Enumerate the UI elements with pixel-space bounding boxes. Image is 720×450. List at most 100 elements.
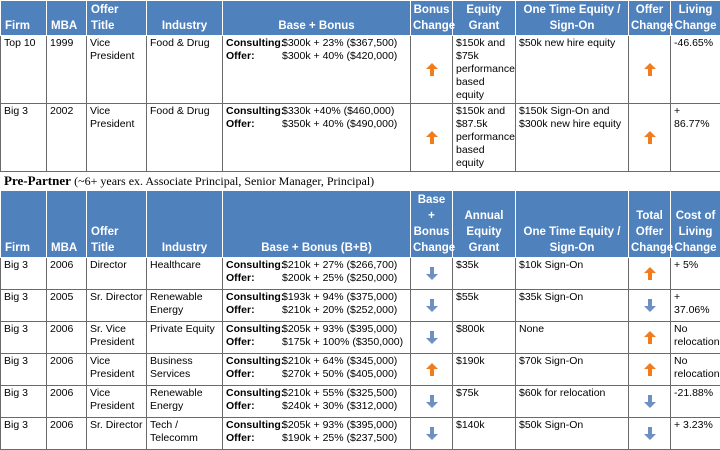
cell-bonus-change	[411, 386, 453, 418]
cell-bonus-change	[411, 104, 453, 172]
cell-bonus-change	[411, 258, 453, 290]
consulting-value: $193k + 94% ($375,000)	[282, 291, 397, 304]
arrow-up-icon	[426, 131, 438, 144]
offer-line: Offer:$190k + 25% ($237,500)	[226, 432, 407, 445]
arrow-up-icon	[644, 131, 656, 144]
header-offer-change: Offer Change	[629, 1, 671, 36]
header-mba: MBA	[47, 191, 87, 258]
offer-value: $270k + 50% ($405,000)	[282, 368, 397, 381]
header-cost-of-living: Cost of Living Change	[671, 191, 720, 258]
arrow-down-icon	[644, 299, 656, 312]
header-annual-equity: Annual Equity Grant	[453, 191, 516, 258]
consulting-value: $210k + 27% ($266,700)	[282, 259, 397, 272]
offer-label: Offer:	[226, 400, 282, 413]
header-equity-grant: Equity Grant	[453, 1, 516, 36]
cell-bonus-change	[411, 322, 453, 354]
cell-offer-title: Director	[87, 258, 147, 290]
cell-one-time: $10k Sign-On	[516, 258, 629, 290]
cell-bonus-change	[411, 290, 453, 322]
header-firm: Firm	[1, 1, 47, 36]
cell-firm: Big 3	[1, 104, 47, 172]
consulting-label: Consulting:	[226, 323, 282, 336]
cell-equity: $35k	[453, 258, 516, 290]
arrow-up-icon	[426, 63, 438, 76]
section-note: (~6+ years ex. Associate Principal, Seni…	[74, 174, 374, 188]
offer-line: Offer:$210k + 20% ($252,000)	[226, 304, 407, 317]
offer-label: Offer:	[226, 272, 282, 285]
cell-base-bonus: Consulting:$210k + 27% ($266,700)Offer:$…	[223, 258, 411, 290]
cell-firm: Big 3	[1, 290, 47, 322]
cell-equity: $150k and $75k performance based equity	[453, 36, 516, 104]
offer-value: $190k + 25% ($237,500)	[282, 432, 397, 445]
arrow-down-icon	[426, 395, 438, 408]
cell-mba: 2006	[47, 258, 87, 290]
header-offer-title: Offer Title	[87, 1, 147, 36]
offer-line: Offer:$200k + 25% ($250,000)	[226, 272, 407, 285]
cell-base-bonus: Consulting:$210k + 64% ($345,000)Offer:$…	[223, 354, 411, 386]
arrow-up-icon	[426, 363, 438, 376]
header-base-bonus: Base + Bonus	[223, 1, 411, 36]
section-title: Pre-Partner	[4, 173, 71, 188]
offer-value: $300k + 40% ($420,000)	[282, 50, 397, 63]
offer-value: $350k + 40% ($490,000)	[282, 118, 397, 131]
consulting-value: $205k + 93% ($395,000)	[282, 323, 397, 336]
offer-line: Offer:$350k + 40% ($490,000)	[226, 118, 407, 131]
consulting-label: Consulting:	[226, 37, 282, 50]
consulting-value: $205k + 93% ($395,000)	[282, 419, 397, 432]
cell-one-time: $60k for relocation	[516, 386, 629, 418]
consulting-line: Consulting:$300k + 23% ($367,500)	[226, 37, 407, 50]
offer-line: Offer:$175k + 100% ($350,000)	[226, 336, 407, 349]
cell-firm: Big 3	[1, 386, 47, 418]
cell-equity: $190k	[453, 354, 516, 386]
cell-one-time: $150k Sign-On and $300k new hire equity	[516, 104, 629, 172]
cell-industry: Tech / Telecomm	[147, 418, 223, 450]
cell-base-bonus: Consulting:$205k + 93% ($395,000)Offer:$…	[223, 418, 411, 450]
cell-living-change: + 3.23%	[671, 418, 720, 450]
cell-living-change: No relocation	[671, 322, 720, 354]
cell-mba: 2002	[47, 104, 87, 172]
consulting-value: $300k + 23% ($367,500)	[282, 37, 397, 50]
cell-equity: $55k	[453, 290, 516, 322]
cell-mba: 1999	[47, 36, 87, 104]
cell-living-change: + 37.06%	[671, 290, 720, 322]
arrow-up-icon	[644, 267, 656, 280]
offer-label: Offer:	[226, 368, 282, 381]
cell-industry: Business Services	[147, 354, 223, 386]
cell-firm: Big 3	[1, 418, 47, 450]
cell-industry: Renewable Energy	[147, 386, 223, 418]
cell-offer-change	[629, 354, 671, 386]
header-base-bonus-change: Base + Bonus Change	[411, 191, 453, 258]
cell-living-change: + 86.77%	[671, 104, 720, 172]
consulting-label: Consulting:	[226, 105, 282, 118]
cell-one-time: $50k Sign-On	[516, 418, 629, 450]
cell-firm: Big 3	[1, 258, 47, 290]
consulting-line: Consulting:$205k + 93% ($395,000)	[226, 323, 407, 336]
cell-offer-change	[629, 386, 671, 418]
cell-base-bonus: Consulting:$210k + 55% ($325,500)Offer:$…	[223, 386, 411, 418]
arrow-down-icon	[426, 427, 438, 440]
cell-offer-title: Vice President	[87, 36, 147, 104]
header-firm: Firm	[1, 191, 47, 258]
header-base-bonus: Base + Bonus (B+B)	[223, 191, 411, 258]
arrow-down-icon	[426, 331, 438, 344]
offer-value: $200k + 25% ($250,000)	[282, 272, 397, 285]
cell-equity: $140k	[453, 418, 516, 450]
consulting-label: Consulting:	[226, 291, 282, 304]
cell-industry: Food & Drug	[147, 104, 223, 172]
cell-one-time: $35k Sign-On	[516, 290, 629, 322]
cell-offer-title: Sr. Director	[87, 418, 147, 450]
offer-line: Offer:$300k + 40% ($420,000)	[226, 50, 407, 63]
cell-bonus-change	[411, 418, 453, 450]
header-mba: MBA	[47, 1, 87, 36]
header-one-time-equity: One Time Equity / Sign-On	[516, 191, 629, 258]
cell-industry: Private Equity	[147, 322, 223, 354]
cell-offer-change	[629, 418, 671, 450]
offer-value: $210k + 20% ($252,000)	[282, 304, 397, 317]
header-industry: Industry	[147, 191, 223, 258]
cell-base-bonus: Consulting:$193k + 94% ($375,000)Offer:$…	[223, 290, 411, 322]
